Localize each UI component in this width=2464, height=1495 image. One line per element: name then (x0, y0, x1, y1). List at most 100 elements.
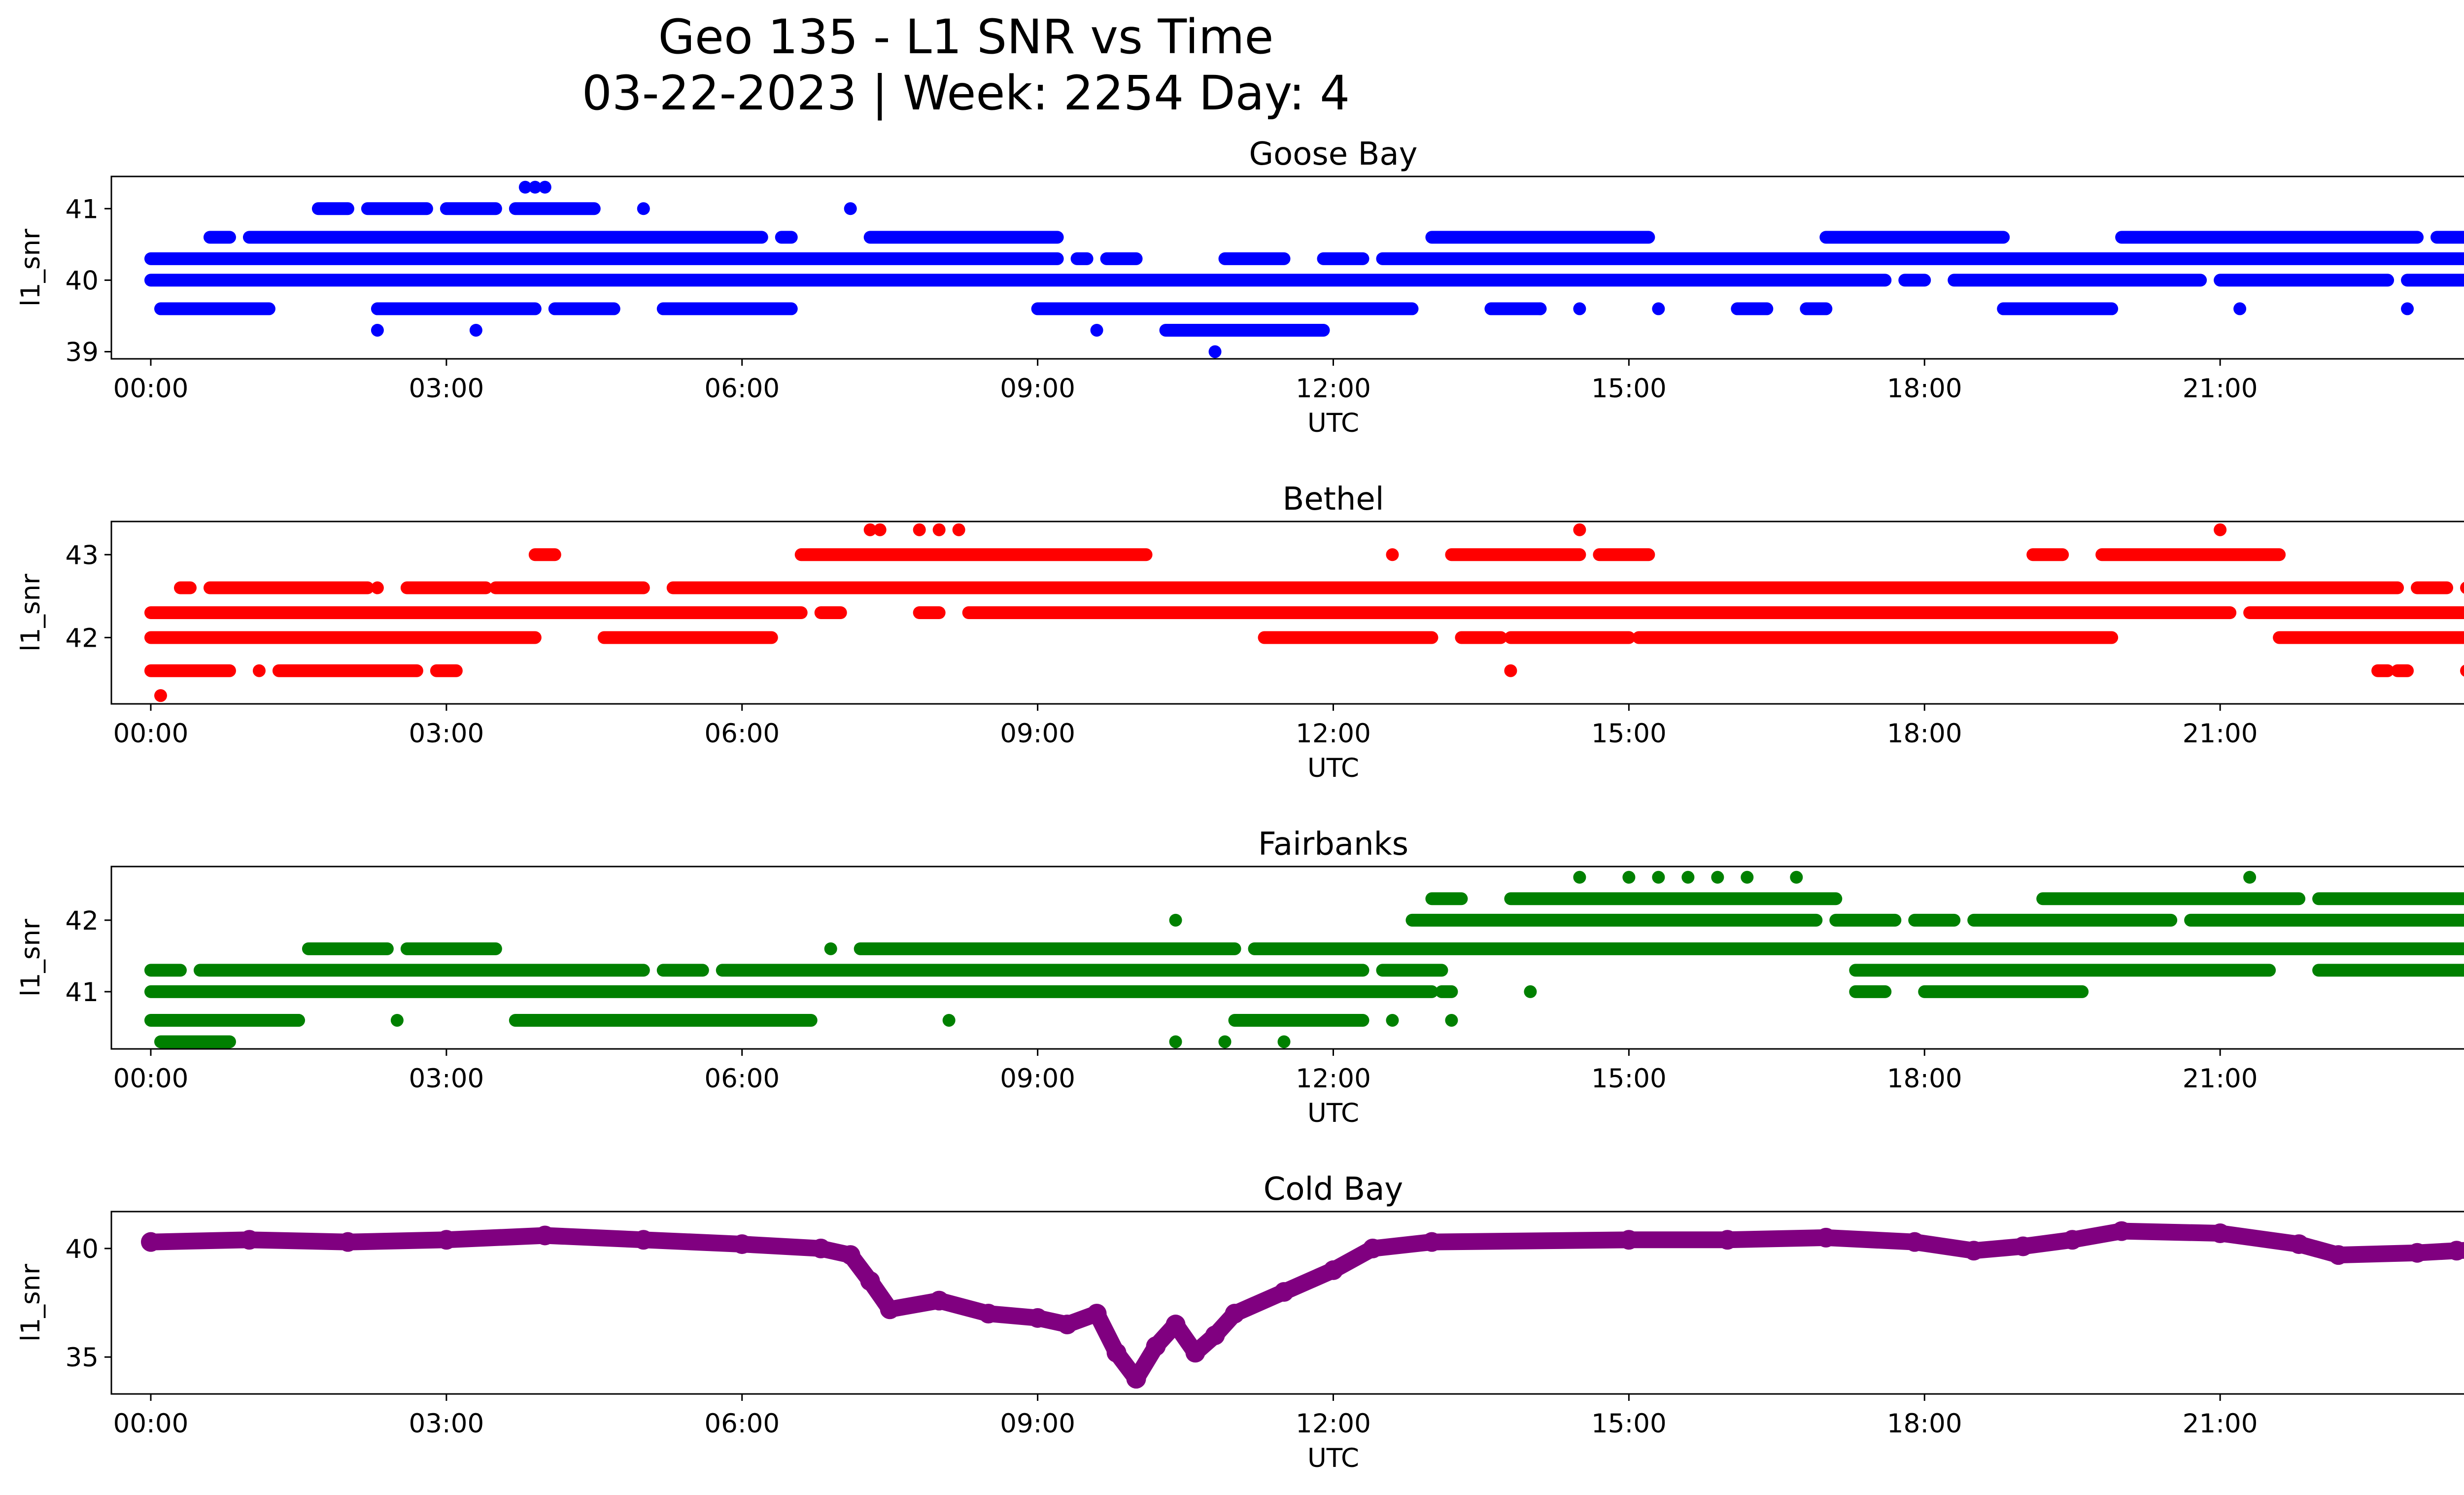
data-point-8 (1386, 548, 1399, 561)
data-point-6 (732, 1234, 752, 1254)
data-point-10 (1287, 323, 1300, 337)
x-tick-label: 21:00 (2183, 719, 2258, 749)
data-point-17 (292, 1013, 305, 1027)
y-axis-label: l1_snr (16, 229, 46, 307)
subplot-fairbanks: Fairbanks 00:00 03:00 06:00 09:00 12:00 15:00 1… (16, 826, 2464, 1128)
x-tick-label: 12:00 (1296, 719, 1371, 749)
data-point-17 (2401, 302, 2414, 315)
data-point-0 (1573, 870, 1586, 884)
data-point-21 (1205, 1325, 1225, 1346)
data-point-9 (1504, 664, 1517, 677)
data-point-4 (1711, 870, 1724, 884)
x-tick-label: 03:00 (409, 1409, 484, 1439)
subplot-title: Goose Bay (1249, 136, 1418, 173)
x-tick-label: 12:00 (1296, 1409, 1371, 1439)
x-tick-label: 12:00 (1296, 374, 1371, 404)
data-point-33 (2062, 1230, 2083, 1250)
subplot-bethel: Bethel 00:00 03:00 06:00 09:00 12:00 15:00 18:0… (16, 481, 2464, 783)
data-point-12 (942, 1013, 956, 1027)
x-tick-label: 00:00 (113, 1409, 189, 1439)
y-axis-label: l1_snr (16, 574, 46, 652)
data-point-4 (932, 523, 946, 536)
y-tick-label: 41 (66, 194, 99, 224)
data-point-34 (2112, 1221, 2132, 1241)
data-point-10 (1218, 1035, 1232, 1048)
x-tick-label: 06:00 (704, 1409, 780, 1439)
subplot-title: Cold Bay (1264, 1171, 1403, 1208)
figure-title: Geo 135 - L1 SNR vs Time (658, 9, 1274, 65)
data-point-3 (637, 202, 650, 215)
data-point-10 (880, 1299, 900, 1320)
data-point-28 (1717, 1230, 1738, 1250)
data-point-5 (952, 523, 965, 536)
data-point-13 (1534, 302, 1547, 315)
data-point-8 (840, 1245, 860, 1265)
data-point-7 (2243, 870, 2257, 884)
y-tick-label: 40 (66, 1234, 99, 1264)
x-tick-label: 09:00 (1000, 719, 1075, 749)
x-tick-label: 15:00 (1591, 1064, 1667, 1094)
data-point-1 (863, 523, 877, 536)
x-tick-label: 03:00 (409, 1064, 484, 1094)
x-axis-label: UTC (1307, 408, 1359, 438)
data-point-4 (535, 1225, 555, 1246)
data-point-35 (2210, 1223, 2230, 1244)
plot-area-goose-bay (144, 180, 2464, 358)
data-point-11 (929, 1290, 949, 1311)
subplot-title: Bethel (1282, 481, 1384, 518)
data-point-30 (1905, 1232, 1925, 1252)
y-tick-label: 35 (66, 1343, 99, 1373)
data-point-36 (2289, 1234, 2309, 1254)
x-tick-label: 00:00 (113, 719, 189, 749)
x-tick-label: 09:00 (1000, 1409, 1075, 1439)
data-point-0 (154, 689, 167, 702)
data-point-2 (338, 1232, 358, 1252)
y-tick-label: 42 (66, 906, 99, 936)
y-tick-label: 42 (66, 623, 99, 653)
subplot-cold-bay: Cold Bay 00:00 03:00 06:00 09:00 12:00 15:00 18… (16, 1171, 2464, 1473)
data-point-0 (518, 180, 532, 194)
x-tick-label: 21:00 (2183, 1409, 2258, 1439)
x-tick-label: 18:00 (1887, 719, 1962, 749)
subplots: Goose Bay 00:00 03:00 06:00 09:00 12:00 15:00 1… (16, 136, 2464, 1473)
x-tick-label: 15:00 (1591, 719, 1667, 749)
x-axis-label: UTC (1307, 753, 1359, 783)
y-tick-label: 40 (66, 266, 99, 296)
data-point-32 (2013, 1236, 2033, 1256)
data-point-2 (1652, 870, 1665, 884)
x-tick-label: 03:00 (409, 719, 484, 749)
data-point-12 (978, 1304, 998, 1324)
data-point-6 (371, 323, 384, 337)
data-point-7 (2214, 523, 2227, 536)
data-point-16 (1106, 1343, 1127, 1363)
data-point-15 (1087, 1304, 1107, 1324)
data-point-29 (1816, 1227, 1836, 1248)
data-point-13 (1386, 1013, 1399, 1027)
x-tick-label: 12:00 (1296, 1064, 1371, 1094)
data-point-14 (1573, 302, 1586, 315)
x-tick-label: 18:00 (1887, 1064, 1962, 1094)
data-point-2 (538, 180, 551, 194)
x-tick-label: 09:00 (1000, 374, 1075, 404)
subplot-goose-bay: Goose Bay 00:00 03:00 06:00 09:00 12:00 15:00 1… (16, 136, 2464, 438)
data-point-13 (1027, 1308, 1048, 1328)
x-axis-label: UTC (1307, 1098, 1359, 1128)
data-point-3 (1681, 870, 1695, 884)
y-axis-label: l1_snr (16, 1264, 46, 1342)
data-point-18 (1146, 1336, 1166, 1356)
data-point-7 (811, 1238, 831, 1258)
data-point-18 (390, 1013, 404, 1027)
y-axis-label: l1_snr (16, 919, 46, 997)
data-point-24 (1323, 1260, 1343, 1280)
data-point-11 (1277, 1035, 1291, 1048)
x-tick-label: 06:00 (704, 374, 780, 404)
y-tick-label: 39 (66, 337, 99, 367)
data-point-1 (528, 180, 542, 194)
data-point-4 (844, 202, 857, 215)
data-point-13 (371, 581, 384, 594)
data-point-5 (633, 1230, 653, 1250)
data-point-20 (1185, 1343, 1205, 1363)
data-point-2 (873, 523, 887, 536)
data-point-31 (1964, 1241, 1984, 1261)
